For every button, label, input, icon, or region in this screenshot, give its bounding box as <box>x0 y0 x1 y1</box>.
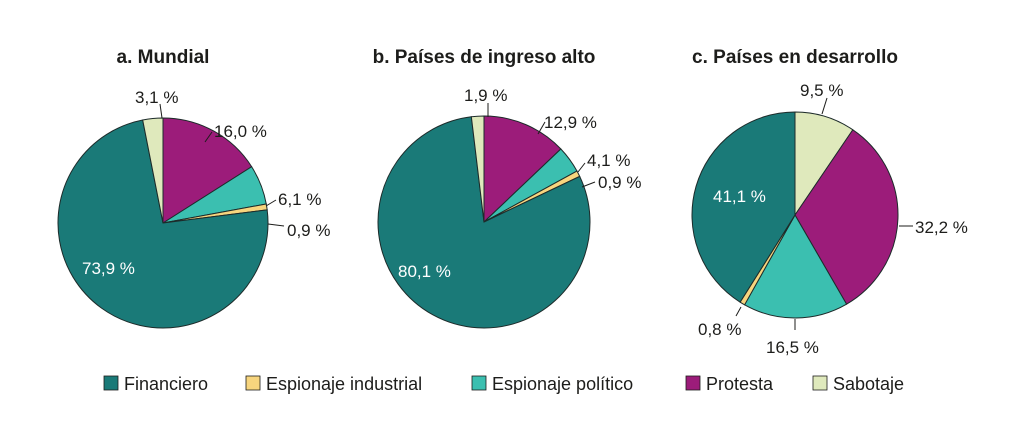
legend-label-financiero: Financiero <box>124 374 208 394</box>
leader-lines <box>159 97 913 330</box>
pie-slice-a-financiero <box>57 119 269 329</box>
pie-slice-a-sabotaje <box>142 117 164 224</box>
chart-title-a: a. Mundial <box>117 47 210 68</box>
label-b-industrial: 0,9 % <box>598 173 641 192</box>
label-c-industrial: 0,8 % <box>698 320 741 339</box>
label-a-industrial: 0,9 % <box>287 221 330 240</box>
label-b-financiero: 80,1 % <box>398 262 451 281</box>
label-b-protesta: 12,9 % <box>544 113 597 132</box>
legend: Financiero Espionaje industrial Espionaj… <box>103 374 904 394</box>
label-a-politico: 6,1 % <box>278 190 321 209</box>
chart-title-c: c. Países en desarrollo <box>692 47 898 68</box>
label-c-sabotaje: 9,5 % <box>800 81 843 100</box>
legend-label-espionaje-politico: Espionaje político <box>492 374 633 394</box>
pie-slice-c-espionaje-pol-tico <box>743 213 848 319</box>
label-b-politico: 4,1 % <box>587 151 630 170</box>
pie-slice-a-protesta <box>162 117 253 224</box>
pie-slice-b-sabotaje <box>470 115 485 223</box>
legend-swatch-financiero <box>103 375 119 391</box>
pie-slice-c-protesta <box>794 129 899 305</box>
label-a-sabotaje: 3,1 % <box>135 88 178 107</box>
chart-title-b: b. Países de ingreso alto <box>373 47 596 68</box>
label-a-protesta: 16,0 % <box>214 122 267 141</box>
label-c-protesta: 32,2 % <box>915 218 968 237</box>
label-a-financiero: 73,9 % <box>82 259 135 278</box>
legend-swatch-espionaje-politico <box>471 375 487 391</box>
legend-swatch-protesta <box>685 375 701 391</box>
legend-label-espionaje-industrial: Espionaje industrial <box>266 374 422 394</box>
pie-slice-c-financiero <box>691 111 796 303</box>
legend-label-protesta: Protesta <box>706 374 774 394</box>
legend-swatch-espionaje-industrial <box>245 375 261 391</box>
legend-label-sabotaje: Sabotaje <box>833 374 904 394</box>
label-c-financiero: 41,1 % <box>713 187 766 206</box>
legend-swatch-sabotaje <box>812 375 828 391</box>
pie-slice-b-financiero <box>377 116 591 329</box>
label-b-sabotaje: 1,9 % <box>464 86 507 105</box>
label-c-politico: 16,5 % <box>766 338 819 357</box>
